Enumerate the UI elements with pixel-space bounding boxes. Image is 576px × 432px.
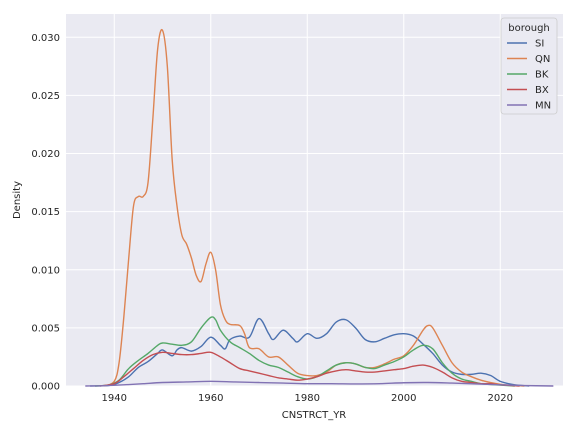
series-line-qn	[104, 28, 525, 387]
legend-label-qn: QN	[535, 54, 550, 65]
x-tick-label: 1980	[295, 393, 320, 404]
series-line-bx	[99, 351, 520, 387]
x-tick-label: 1940	[102, 393, 127, 404]
legend-title: borough	[508, 23, 550, 34]
x-tick-labels: 1940 1960 1980 2000 2020	[102, 393, 513, 404]
legend: borough SI QN BK BX MN	[500, 17, 558, 115]
legend-label-si: SI	[535, 39, 544, 50]
x-tick-label: 2000	[391, 393, 416, 404]
plot-background	[66, 14, 563, 386]
y-tick-label: 0.010	[31, 265, 60, 276]
y-tick-label: 0.030	[31, 33, 60, 44]
x-axis-label: CNSTRCT_YR	[282, 410, 347, 421]
y-axis-label: Density	[12, 181, 23, 219]
series-line-si	[90, 317, 530, 387]
x-tick-label: 2020	[488, 393, 513, 404]
y-tick-label: 0.000	[31, 382, 60, 393]
y-tick-label: 0.020	[31, 149, 60, 160]
y-tick-labels: 0.000 0.005 0.010 0.015 0.020 0.025 0.030	[31, 33, 60, 393]
legend-label-bx: BX	[535, 85, 549, 96]
series-lines	[85, 28, 554, 387]
series-line-mn	[85, 380, 554, 387]
y-tick-label: 0.005	[31, 323, 60, 334]
series-line-bk	[94, 316, 515, 387]
grid-lines	[66, 14, 563, 387]
y-tick-label: 0.015	[31, 207, 60, 218]
legend-label-mn: MN	[535, 101, 551, 112]
x-tick-label: 1960	[198, 393, 223, 404]
legend-items: SI QN BK BX MN	[507, 39, 551, 112]
legend-label-bk: BK	[535, 70, 549, 81]
y-tick-label: 0.025	[31, 91, 60, 102]
